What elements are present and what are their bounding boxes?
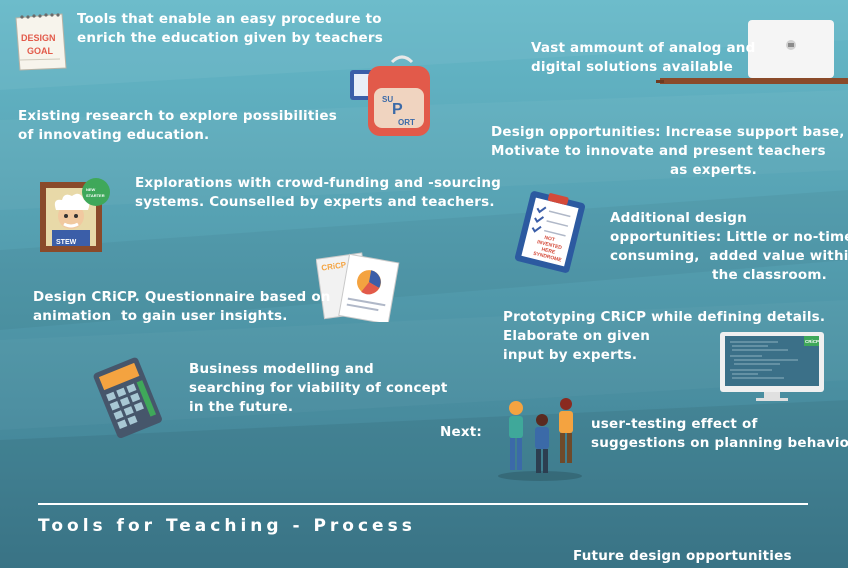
text-tools-easy-procedure: Tools that enable an easy procedure to e… <box>77 11 383 46</box>
note-line-1: DESIGN <box>21 33 56 43</box>
text-design-opportunities: Design opportunities: Increase support b… <box>491 124 845 159</box>
text-additional-opportunities-end: the classroom. <box>712 267 827 283</box>
svg-text:STARTER: STARTER <box>86 193 105 198</box>
design-goal-note-icon: DESIGN GOAL <box>15 13 67 71</box>
calculator-icon <box>93 357 162 438</box>
text-next-label: Next: <box>440 424 483 440</box>
text-existing-research: Existing research to explore possibiliti… <box>18 108 337 143</box>
svg-text:HERE: HERE <box>541 247 557 256</box>
text-vast-amount-solutions: Vast ammount of analog and digital solut… <box>531 40 756 75</box>
text-business-modelling: Business modelling and searching for via… <box>189 361 448 415</box>
note-line-2: GOAL <box>27 46 54 56</box>
text-future-opportunities: Future design opportunities <box>573 548 792 564</box>
laptop-icon <box>656 20 848 84</box>
svg-text:NOT: NOT <box>544 235 556 243</box>
page-title: Tools for Teaching - Process <box>38 516 416 536</box>
text-crowdfunding: Explorations with crowd-funding and -sou… <box>135 175 502 210</box>
title-divider <box>38 503 808 505</box>
clipboard-icon: NOT INVENTED HERE SYNDROME <box>514 191 586 273</box>
text-design-cricp: Design CRiCP. Questionnaire based on ani… <box>33 289 331 324</box>
svg-text:SU: SU <box>382 95 393 104</box>
support-backpack-icon: SU P ORT <box>350 55 430 136</box>
portrait-name: STEW <box>56 239 77 246</box>
people-group-icon <box>498 398 582 481</box>
stew-portrait-icon: STEW NEW STARTER <box>40 178 110 252</box>
text-prototyping: Prototyping CRiCP while defining details… <box>503 309 826 363</box>
svg-text:NEW: NEW <box>86 187 96 192</box>
svg-text:ORT: ORT <box>398 118 415 127</box>
svg-text:CRiCP: CRiCP <box>321 260 348 272</box>
text-user-testing: user-testing effect of suggestions on pl… <box>591 416 848 451</box>
questionnaire-papers-icon: CRiCP <box>316 252 400 322</box>
text-additional-opportunities: Additional design opportunities: Little … <box>610 210 848 264</box>
svg-text:P: P <box>392 101 403 118</box>
svg-text:CRiCP: CRiCP <box>805 339 819 344</box>
text-design-opportunities-end: as experts. <box>670 162 758 178</box>
monitor-icon: CRiCP <box>720 332 824 401</box>
